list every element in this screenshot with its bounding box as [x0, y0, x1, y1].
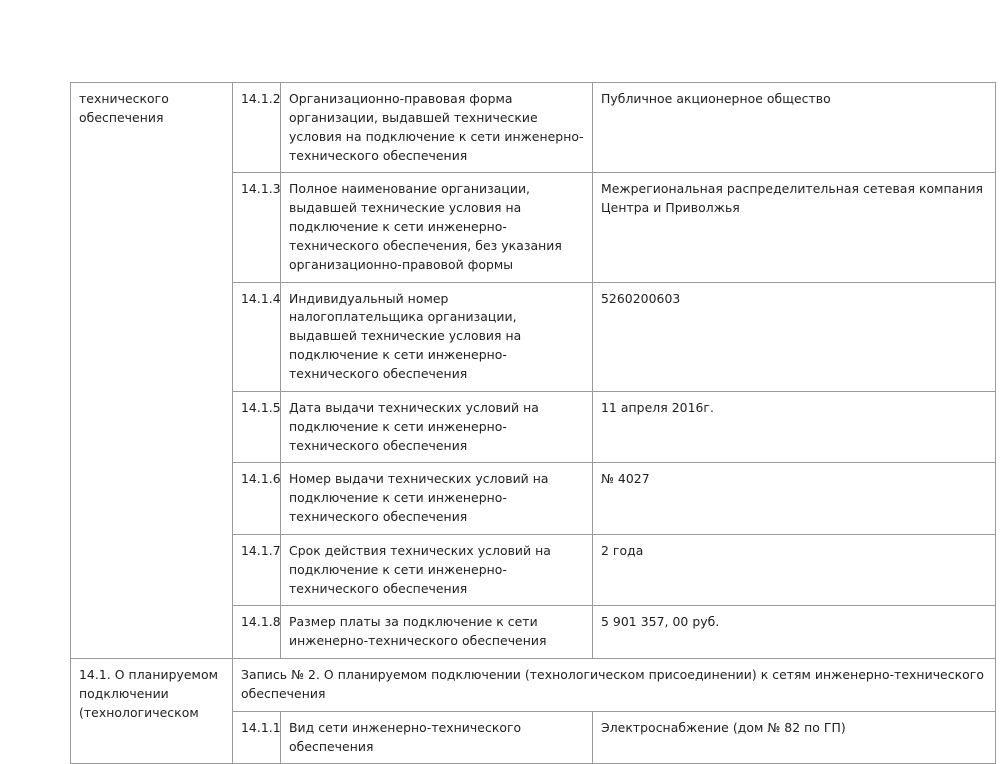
document-page: технического обеспечения 14.1.2 Организа… — [70, 81, 996, 764]
item-description-14-1-5: Дата выдачи технических условий на подкл… — [280, 390, 593, 464]
item-value-14-1-4: 5260200603 — [592, 281, 996, 392]
table-row: 14.1.5 Дата выдачи технических условий н… — [71, 390, 996, 464]
record-heading-zapis-2: Запись № 2. О планируемом подключении (т… — [232, 658, 996, 712]
item-code-14-1-6: 14.1.6 — [232, 462, 281, 535]
table-row: 14.1.8 Размер платы за подключение к сет… — [71, 605, 996, 660]
item-description-14-1-6: Номер выдачи технических условий на подк… — [280, 462, 593, 535]
item-description-14-1-8: Размер платы за подключение к сети инжен… — [280, 605, 593, 660]
item-value-14-1-6: № 4027 — [592, 462, 996, 535]
section-label-cell-14-1: 14.1. О планируемом подключении (техноло… — [70, 658, 233, 764]
table-row: 14.1.7 Срок действия технических условий… — [71, 533, 996, 607]
table-row: 14.1.4 Индивидуальный номер налогоплател… — [71, 281, 996, 392]
item-value-14-1-7: 2 года — [592, 533, 996, 607]
item-code-14-1-4: 14.1.4 — [232, 281, 281, 392]
item-code-14-1-5: 14.1.5 — [232, 390, 281, 464]
item-description-14-1-7: Срок действия технических условий на под… — [280, 533, 593, 607]
section-label-line-1: 14.1. О планируемом — [79, 667, 218, 683]
item-code-14-1-3: 14.1.3 — [232, 172, 281, 283]
registration-declaration-table: технического обеспечения 14.1.2 Организа… — [70, 81, 996, 764]
table-row: 14.1. О планируемом подключении (техноло… — [70, 658, 996, 764]
item-code-14-1-7: 14.1.7 — [232, 533, 281, 607]
item-value-14-1-8: 5 901 357, 00 руб. — [592, 605, 996, 660]
item-value-14-1-5: 11 апреля 2016г. — [592, 390, 996, 464]
section-label-line-1: технического — [79, 91, 169, 106]
item-code-14-1-8: 14.1.8 — [232, 605, 281, 660]
table-row: 14.1.6 Номер выдачи технических условий … — [71, 462, 996, 535]
item-value-14-1-1: Электроснабжение (дом № 82 по ГП) — [592, 710, 996, 764]
item-value-14-1-2: Публичное акционерное общество — [592, 81, 996, 174]
item-code-14-1-2: 14.1.2 — [232, 81, 281, 174]
item-description-14-1-3: Полное наименование организации, выдавше… — [280, 172, 593, 283]
item-description-14-1-2: Организационно-правовая форма организаци… — [280, 81, 593, 174]
item-value-14-1-3: Межрегиональная распределительная сетева… — [592, 172, 996, 283]
item-description-14-1-1: Вид сети инженерно-технического обеспече… — [280, 710, 593, 764]
item-description-14-1-4: Индивидуальный номер налогоплательщика о… — [280, 281, 593, 392]
section-label-line-2: подключении — [79, 685, 169, 701]
section-label-cell-technicheskogo-obespecheniya: технического обеспечения — [70, 81, 233, 660]
table-row: технического обеспечения 14.1.2 Организа… — [70, 81, 996, 660]
item-code-14-1-1: 14.1.1 — [232, 710, 281, 764]
section-label-line-3: (технологическом — [79, 704, 199, 720]
table-row: 14.1.3 Полное наименование организации, … — [71, 172, 996, 283]
section-label-line-2: обеспечения — [79, 109, 164, 125]
